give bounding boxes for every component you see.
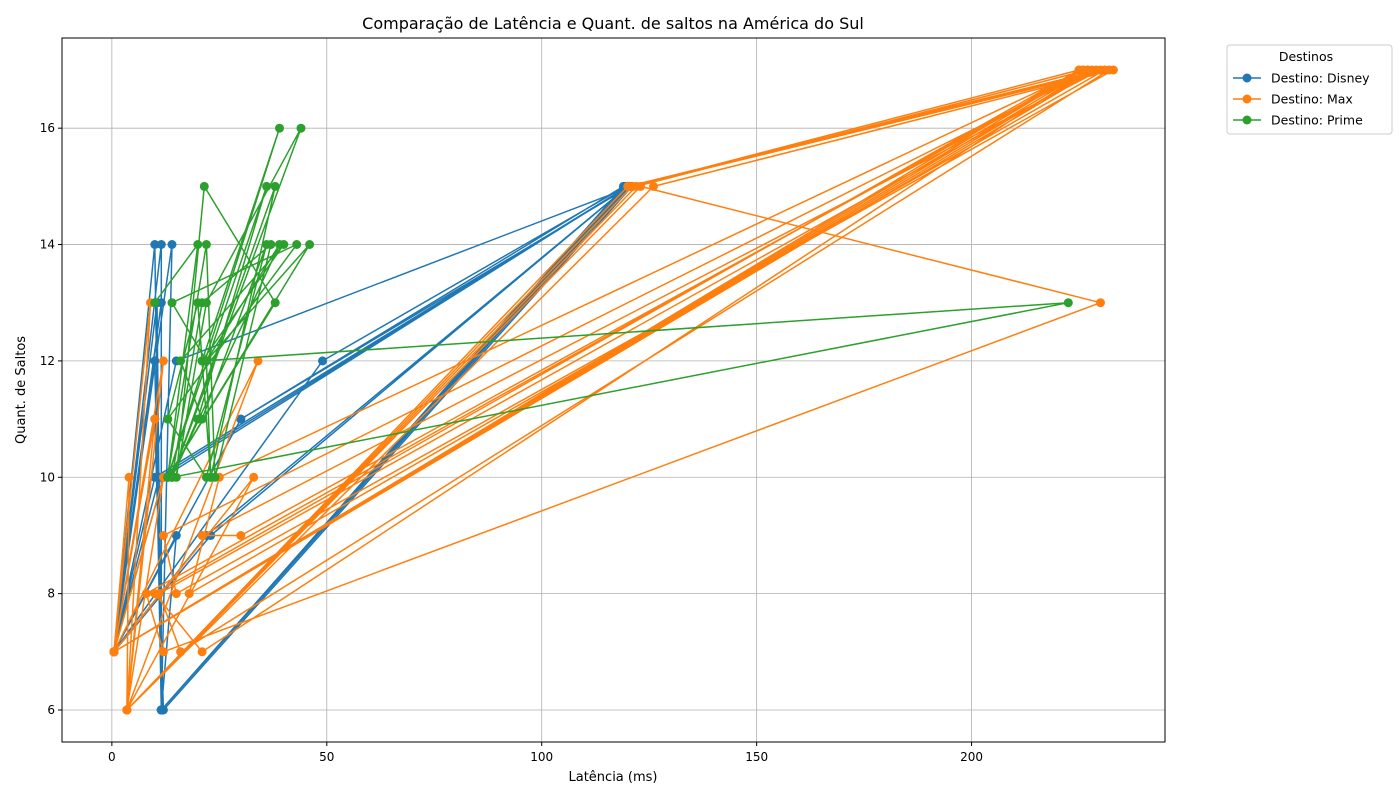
data-point-max: [150, 414, 160, 424]
legend-marker: [1242, 94, 1252, 104]
data-point-prime: [262, 181, 272, 191]
data-point-prime: [176, 356, 186, 366]
series-max: [109, 65, 1118, 715]
data-point-max: [158, 647, 168, 657]
data-point-prime: [199, 181, 209, 191]
data-point-disney: [171, 531, 181, 540]
data-point-max: [122, 705, 132, 715]
data-point-max: [176, 647, 186, 657]
data-point-disney: [150, 472, 160, 482]
data-point-prime: [163, 414, 173, 424]
grid: [62, 38, 1165, 742]
y-tick-label: 6: [47, 703, 55, 717]
data-point-max: [171, 589, 181, 599]
data-point-max: [158, 531, 168, 540]
legend-box: [1226, 44, 1393, 135]
data-point-disney: [236, 414, 246, 424]
data-point-max: [649, 181, 658, 191]
data-point-max: [236, 531, 246, 540]
x-tick-label: 100: [530, 750, 553, 764]
axes-frame: [61, 37, 1166, 743]
data-point-prime: [167, 472, 177, 482]
data-point-max: [109, 647, 119, 657]
data-point-max: [158, 356, 168, 366]
data-point-max: [1074, 65, 1084, 75]
data-point-max: [124, 472, 134, 482]
x-tick-label: 200: [960, 750, 983, 764]
data-point-disney: [156, 298, 166, 308]
data-point-prime: [305, 240, 315, 249]
data-point-disney: [318, 356, 327, 366]
data-point-max: [249, 472, 259, 482]
data-point-max: [184, 589, 194, 599]
series-line-disney: [113, 185, 633, 711]
data-point-prime: [167, 298, 177, 308]
data-point-max: [1083, 65, 1093, 75]
legend-item-prime: Destino: Prime: [1233, 113, 1363, 128]
data-point-disney: [156, 240, 166, 249]
data-point-prime: [270, 181, 280, 191]
series-line-prime: [154, 127, 1070, 479]
data-point-prime: [197, 414, 207, 424]
legend-label: Destino: Max: [1271, 92, 1353, 107]
legend-marker: [1242, 73, 1252, 83]
data-point-prime: [275, 240, 284, 249]
data-point-max: [1096, 65, 1105, 75]
data-point-prime: [193, 298, 203, 308]
data-point-prime: [292, 240, 302, 249]
y-axis-label: Quant. de Saltos: [14, 336, 29, 444]
y-tick-label: 14: [40, 238, 55, 252]
data-point-prime: [296, 123, 306, 133]
x-tick-label: 150: [745, 750, 768, 764]
data-point-max: [197, 647, 207, 657]
legend-title: Destinos: [1279, 49, 1333, 64]
data-point-prime: [150, 298, 160, 308]
data-point-max: [1096, 298, 1105, 308]
y-tick-label: 16: [40, 121, 55, 135]
data-point-prime: [193, 240, 203, 249]
x-tick-label: 0: [108, 750, 116, 764]
data-point-prime: [1063, 298, 1073, 308]
data-point-prime: [201, 240, 211, 249]
data-point-disney: [150, 356, 160, 366]
chart-title: Comparação de Latência e Quant. de salto…: [362, 14, 864, 33]
legend-label: Destino: Prime: [1271, 113, 1363, 128]
y-tick-label: 12: [40, 354, 55, 368]
data-point-prime: [266, 240, 276, 249]
data-point-max: [197, 531, 207, 540]
legend-item-disney: Destino: Disney: [1233, 71, 1370, 86]
plot-area: [109, 65, 1118, 715]
data-point-max: [627, 181, 637, 191]
x-tick-label: 50: [319, 750, 334, 764]
data-point-max: [253, 356, 263, 366]
data-point-max: [141, 589, 151, 599]
data-point-disney: [150, 240, 160, 249]
x-axis-label: Latência (ms): [569, 770, 658, 785]
legend-item-max: Destino: Max: [1233, 92, 1353, 107]
data-point-max: [150, 589, 160, 599]
data-point-prime: [275, 123, 284, 133]
data-point-max: [1108, 65, 1118, 75]
legend: Destinos Destino: Disney Destino: Max Dest…: [1226, 44, 1393, 135]
data-point-prime: [206, 472, 216, 482]
y-axis: 6 8 10 12 14 16: [40, 121, 62, 717]
y-tick-label: 10: [40, 470, 55, 484]
legend-label: Destino: Disney: [1271, 71, 1370, 86]
series-line-max: [113, 69, 1115, 711]
data-point-disney: [156, 705, 166, 715]
data-point-disney: [167, 240, 177, 249]
data-point-prime: [201, 356, 211, 366]
y-tick-label: 8: [47, 587, 55, 601]
x-axis: 0 50 100 150 200: [108, 742, 983, 764]
series-prime: [150, 123, 1073, 482]
data-point-prime: [270, 298, 280, 308]
legend-marker: [1242, 115, 1252, 125]
